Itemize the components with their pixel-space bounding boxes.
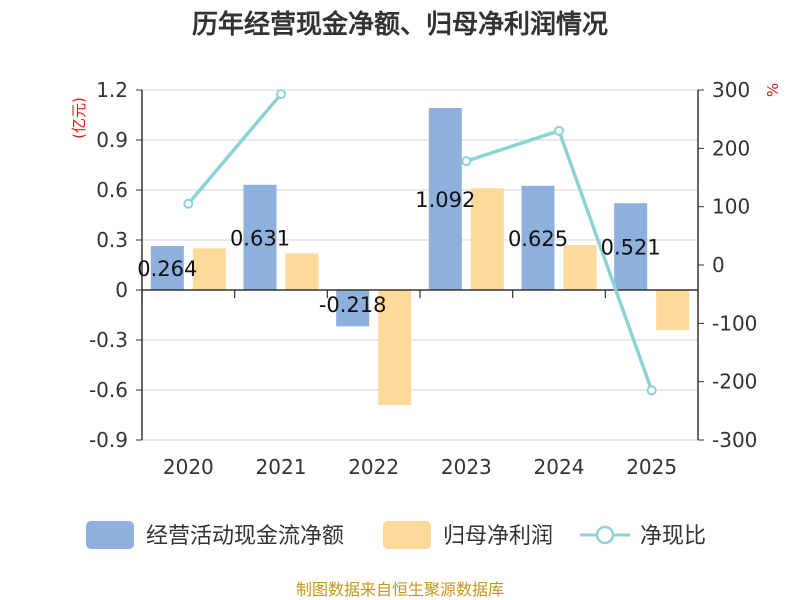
cashflow-bar: [336, 290, 370, 327]
cashflow-bar: [521, 185, 555, 290]
cashflow-data-label: -0.218: [319, 293, 387, 317]
category-label: 2021: [256, 455, 307, 479]
left-tick-label: -0.9: [89, 428, 128, 452]
right-axis-unit: %: [764, 83, 782, 97]
ratio-line: [183, 89, 657, 396]
netprofit-bar: [192, 248, 226, 290]
left-tick-label: 0.9: [96, 128, 128, 152]
legend-swatch-netprofit: [383, 521, 431, 549]
category-label: 2023: [441, 455, 492, 479]
category-label: 2024: [534, 455, 585, 479]
netprofit-bar: [470, 188, 504, 290]
bars: [150, 108, 690, 405]
ratio-line-segment: [186, 92, 283, 206]
cashflow-data-label: 0.264: [137, 257, 197, 281]
netprofit-bar: [563, 245, 597, 290]
right-tick-label: 200: [712, 136, 750, 160]
ratio-point: [646, 385, 657, 396]
ratio-line-segment: [557, 129, 654, 393]
legend-marker-ratio: [595, 525, 615, 545]
netprofit-bar: [656, 290, 690, 330]
legend: 经营活动现金流净额 归母净利润 净现比: [86, 521, 706, 549]
ratio-point: [554, 125, 564, 136]
tick-labels: 1.2 0.9 0.6 0.3 0 -0.3 -0.6 -0.9 300 200 100 0 -100 -…: [89, 78, 757, 479]
legend-label-ratio: 净现比: [640, 524, 706, 549]
axes: [136, 89, 704, 441]
right-tick-label: 100: [712, 195, 750, 219]
cashflow-data-label: 0.631: [230, 226, 290, 250]
cashflow-data-label: 0.521: [601, 236, 661, 260]
right-tick-label: -100: [712, 311, 757, 335]
legend-label-netprofit: 归母净利润: [443, 524, 553, 549]
cashflow-bar: [243, 184, 277, 290]
ratio-point: [276, 89, 286, 100]
right-tick-label: -300: [712, 428, 757, 452]
ratio-line-segment: [464, 129, 561, 163]
cashflow-bar: [614, 203, 648, 290]
legend-swatch-cashflow: [86, 521, 134, 549]
right-tick-label: -200: [712, 370, 757, 394]
cashflow-bar: [150, 246, 184, 290]
left-tick-label: -0.3: [89, 328, 128, 352]
left-tick-label: 0.3: [96, 228, 128, 252]
category-label: 2025: [626, 455, 677, 479]
cashflow-data-label: 1.092: [415, 188, 475, 212]
left-tick-label: 0: [115, 278, 128, 302]
category-label: 2022: [348, 455, 399, 479]
ratio-point: [461, 156, 472, 167]
cashflow-bar: [428, 108, 462, 290]
legend-label-cashflow: 经营活动现金流净额: [146, 524, 344, 549]
left-tick-label: -0.6: [89, 378, 128, 402]
category-label: 2020: [163, 455, 214, 479]
source-note: 制图数据来自恒生聚源数据库: [296, 580, 504, 599]
right-tick-label: 300: [712, 78, 750, 102]
ratio-point: [183, 198, 194, 209]
netprofit-bar: [378, 290, 412, 405]
chart-title: 历年经营现金净额、归母净利润情况: [192, 9, 608, 40]
left-axis-unit: (亿元): [70, 97, 88, 139]
left-tick-label: 1.2: [96, 78, 128, 102]
netprofit-bar: [285, 253, 319, 290]
data-labels: 0.264 0.631 -0.218 1.092 0.625 0.521: [137, 188, 660, 317]
left-tick-label: 0.6: [96, 178, 128, 202]
right-tick-label: 0: [712, 253, 725, 277]
cashflow-data-label: 0.625: [508, 227, 568, 251]
